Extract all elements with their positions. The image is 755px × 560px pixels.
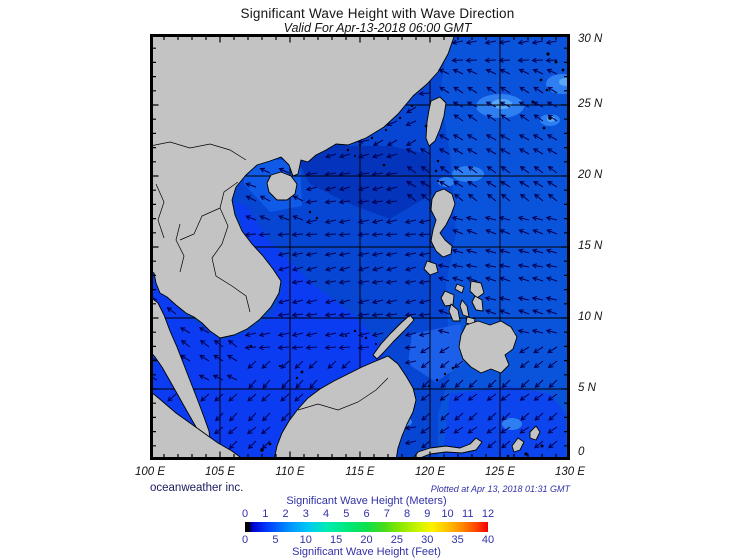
colorbar-tick: 25	[390, 534, 403, 546]
chart-subtitle: Valid For Apr-13-2018 06:00 GMT	[283, 21, 472, 35]
plotted-timestamp: Plotted at Apr 13, 2018 01:31 GMT	[430, 484, 570, 494]
colorbar-tick: 20	[360, 534, 373, 546]
colorbar-tick: 35	[451, 534, 464, 546]
colorbar-tick: 30	[421, 534, 434, 546]
lon-label: 130 E	[554, 466, 586, 478]
colorbar-tick: 10	[299, 534, 312, 546]
colorbar-tick: 7	[383, 508, 390, 520]
colorbar-tick: 2	[282, 508, 289, 520]
lat-label: 30 N	[578, 33, 603, 45]
lat-label: 10 N	[578, 311, 603, 323]
colorbar-tick: 5	[343, 508, 350, 520]
lat-label: 20 N	[578, 169, 603, 181]
lon-label: 110 E	[275, 466, 305, 478]
credit-text: oceanweather inc.	[150, 482, 244, 494]
colorbar-tick: 6	[363, 508, 370, 520]
lat-label: 5 N	[578, 382, 596, 394]
colorbar-tick: 0	[241, 534, 249, 546]
lat-label: 25 N	[578, 98, 603, 110]
colorbar-tick: 9	[424, 508, 431, 520]
colorbar-gradient	[245, 522, 488, 532]
colorbar-tick: 11	[462, 508, 474, 520]
lat-label: 0	[578, 446, 585, 458]
colorbar-tick: 15	[330, 534, 343, 546]
colorbar-feet-label: Significant Wave Height (Feet)	[292, 546, 441, 558]
map-area	[146, 33, 578, 461]
lat-label: 15 N	[578, 240, 603, 252]
colorbar-tick: 3	[302, 508, 309, 520]
colorbar-tick: 0	[241, 508, 249, 520]
colorbar-tick: 40	[481, 534, 495, 546]
lon-label: 120 E	[414, 466, 446, 478]
colorbar-tick: 1	[262, 508, 269, 520]
lon-label: 115 E	[345, 466, 375, 478]
chart-title: Significant Wave Height with Wave Direct…	[240, 6, 515, 21]
colorbar-tick: 8	[403, 508, 411, 520]
colorbar-tick: 12	[481, 508, 495, 520]
wave-map	[146, 33, 578, 461]
lon-label: 105 E	[204, 466, 236, 478]
colorbar-tick: 4	[322, 508, 330, 520]
colorbar-tick: 10	[441, 508, 454, 520]
lon-label: 125 E	[484, 466, 516, 478]
colorbar-meters-label: Significant Wave Height (Meters)	[286, 495, 447, 507]
lon-label: 100 E	[134, 466, 166, 478]
colorbar-tick: 5	[272, 534, 279, 546]
